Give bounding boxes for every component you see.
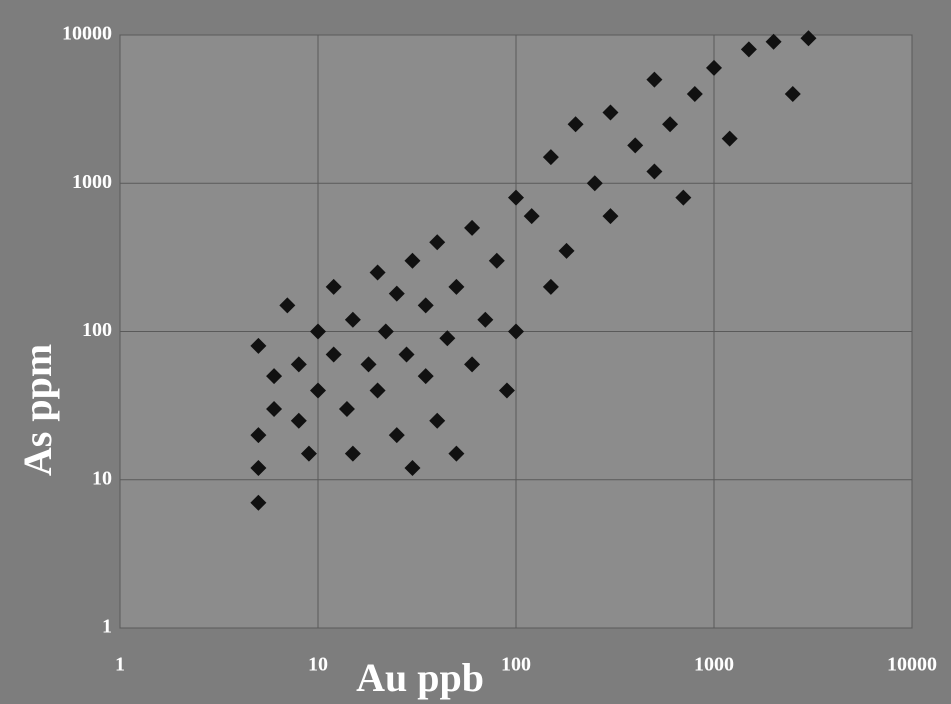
y-tick-label: 1 <box>102 616 112 638</box>
x-tick-label: 1000 <box>694 654 734 676</box>
y-tick-label: 100 <box>82 319 112 341</box>
y-tick-label: 10000 <box>62 23 112 45</box>
chart: Au ppb As ppm 1 10 100 1000 10000 1 10 100 1000 1… <box>0 0 951 704</box>
y-axis-title: As ppm <box>15 344 60 476</box>
x-axis-title: Au ppb <box>356 655 484 700</box>
y-tick-label: 1000 <box>72 171 112 193</box>
x-tick-label: 10 <box>308 654 328 676</box>
x-tick-label: 1 <box>115 654 125 676</box>
y-tick-label: 10 <box>92 467 112 489</box>
x-tick-label: 10000 <box>887 654 937 676</box>
x-tick-label: 100 <box>501 654 531 676</box>
